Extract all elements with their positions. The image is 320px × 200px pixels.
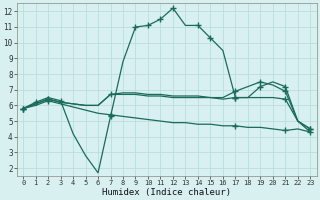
X-axis label: Humidex (Indice chaleur): Humidex (Indice chaleur)	[102, 188, 231, 197]
